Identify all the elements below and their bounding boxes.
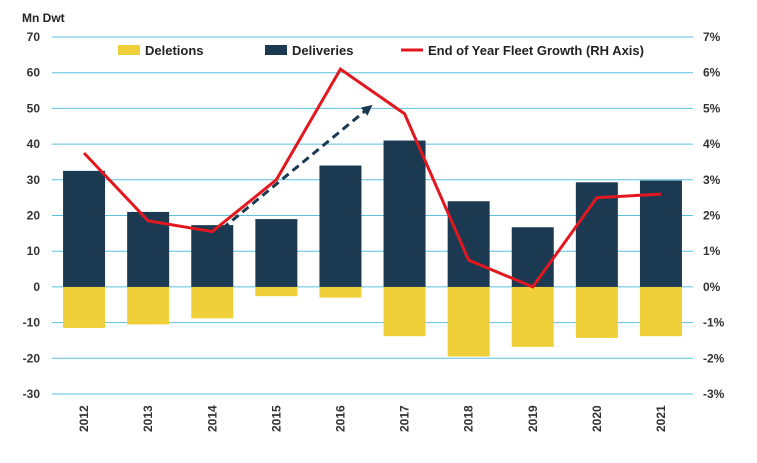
y-tick-label: -30 (23, 387, 41, 401)
y2-tick-label: -3% (703, 387, 725, 401)
y-tick-label: 30 (27, 173, 41, 187)
y2-tick-label: 0% (703, 280, 721, 294)
y-tick-label: 60 (27, 66, 41, 80)
y-tick-label: 10 (27, 244, 41, 258)
trend-arrow-head (361, 105, 373, 116)
fleet-growth-line (84, 69, 661, 287)
bars (63, 141, 682, 357)
deletions-bar (319, 287, 361, 298)
x-tick-label: 2016 (333, 405, 347, 432)
deletions-bar (640, 287, 682, 336)
x-tick-label: 2019 (526, 405, 540, 432)
deliveries-bar (319, 166, 361, 287)
x-tick-label: 2014 (205, 405, 219, 432)
deletions-bar (127, 287, 169, 324)
y-tick-label: 70 (27, 30, 41, 44)
x-tick-label: 2020 (590, 405, 604, 432)
x-tick-label: 2017 (398, 405, 412, 432)
deliveries-bar (384, 141, 426, 287)
legend-swatch-deletions (118, 45, 140, 55)
x-tick-label: 2021 (654, 405, 668, 432)
x-tick-label: 2013 (141, 405, 155, 432)
y-tick-label: 20 (27, 209, 41, 223)
y2-tick-label: 7% (703, 30, 721, 44)
deletions-bar (384, 287, 426, 336)
y2-tick-label: 3% (703, 173, 721, 187)
y2-tick-label: -2% (703, 351, 725, 365)
y2-tick-label: 6% (703, 66, 721, 80)
y-tick-label: -20 (23, 351, 41, 365)
legend-item-deliveries: Deliveries (265, 43, 353, 58)
legend-label-deliveries: Deliveries (292, 43, 353, 58)
deletions-bar (191, 287, 233, 318)
legend-label-deletions: Deletions (145, 43, 204, 58)
legend-swatch-deliveries (265, 45, 287, 55)
deletions-bar (255, 287, 297, 296)
y2-tick-label: 5% (703, 101, 721, 115)
legend: Deletions Deliveries End of Year Fleet Gro… (118, 43, 644, 58)
x-tick-label: 2012 (77, 405, 91, 432)
x-tick-label: 2015 (269, 405, 283, 432)
deletions-bar (576, 287, 618, 338)
deliveries-bar (255, 219, 297, 287)
x-tick-label: 2018 (462, 405, 476, 432)
y-tick-label: 0 (33, 280, 40, 294)
legend-item-deletions: Deletions (118, 43, 204, 58)
deletions-bar (512, 287, 554, 347)
deletions-bar (448, 287, 490, 357)
y2-tick-label: 4% (703, 137, 721, 151)
y-tick-label: -10 (23, 316, 41, 330)
y2-tick-label: -1% (703, 316, 725, 330)
fleet-growth-line-layer (84, 69, 661, 287)
deliveries-bar (63, 171, 105, 287)
deliveries-bar (191, 225, 233, 287)
y2-tick-label: 1% (703, 244, 721, 258)
y-tick-label: 50 (27, 101, 41, 115)
legend-item-fleet-growth: End of Year Fleet Growth (RH Axis) (401, 43, 644, 58)
legend-label-fleet-growth: End of Year Fleet Growth (RH Axis) (428, 43, 644, 58)
deliveries-bar (512, 227, 554, 287)
y-tick-label: 40 (27, 137, 41, 151)
y-axis-unit-label: Mn Dwt (22, 11, 65, 25)
deletions-bar (63, 287, 105, 328)
deliveries-bar (640, 181, 682, 287)
deliveries-bar (448, 201, 490, 287)
y2-tick-label: 2% (703, 209, 721, 223)
